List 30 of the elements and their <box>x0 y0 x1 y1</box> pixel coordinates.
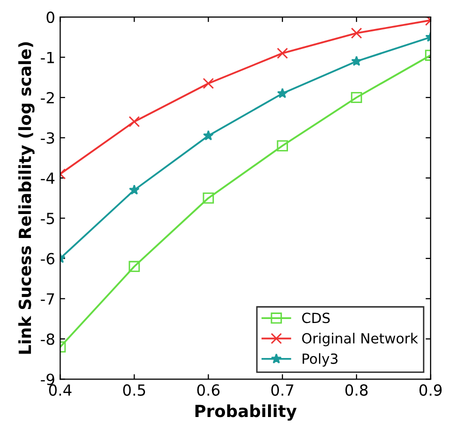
point <box>277 88 288 98</box>
x-tick-label: 0.9 <box>419 384 442 396</box>
x-tick-label: 0.8 <box>345 384 368 396</box>
point <box>276 48 288 59</box>
y-tick-label: 0 <box>46 12 54 24</box>
point <box>202 192 214 204</box>
x-tick-label: 0.5 <box>123 384 146 396</box>
x-axis-title: Probability <box>195 404 297 421</box>
y-tick-label: -4 <box>40 172 54 184</box>
y-tick-label: -9 <box>40 374 54 386</box>
y-tick-label: -1 <box>40 52 54 64</box>
x-tick-label: 0.6 <box>197 384 220 396</box>
point <box>350 28 362 39</box>
point <box>350 92 362 104</box>
y-tick-label: -6 <box>40 252 54 264</box>
y-tick-label: -3 <box>40 132 54 144</box>
y-tick-label: -2 <box>40 92 54 104</box>
legend-label: CDS <box>302 312 330 324</box>
y-tick-label: -5 <box>40 212 54 224</box>
x-tick-label: 0.4 <box>49 384 72 396</box>
y-tick-label: -7 <box>40 293 54 304</box>
point <box>203 130 214 140</box>
point <box>351 56 362 66</box>
point <box>276 140 288 152</box>
point <box>202 78 214 89</box>
y-tick-label: -8 <box>40 333 54 345</box>
x-tick-label: 0.7 <box>271 384 294 396</box>
y-axis-title: Link Sucess Reliability (log scale) <box>18 42 35 354</box>
legend-label: Original Network <box>302 332 418 346</box>
legend-label: Poly3 <box>302 353 338 367</box>
